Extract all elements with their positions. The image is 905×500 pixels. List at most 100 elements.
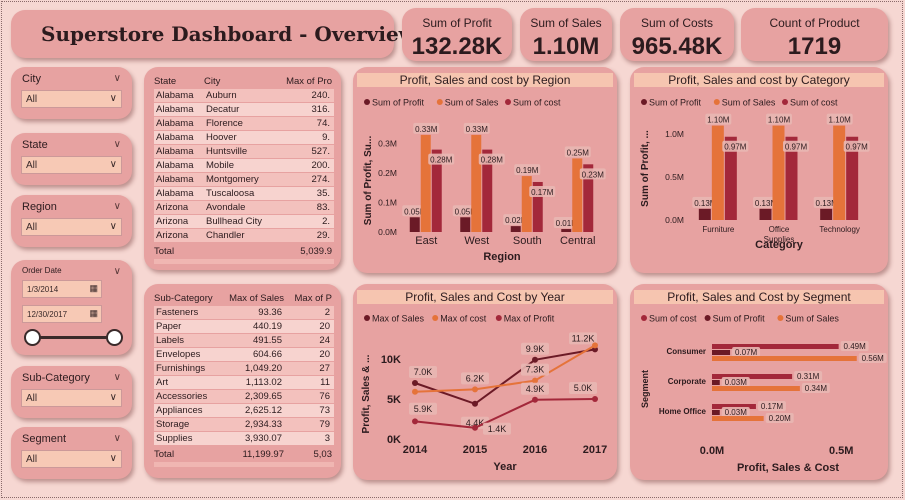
state-dropdown[interactable]: All ∨ <box>21 156 122 174</box>
legend-label: Sum of cost <box>513 98 561 108</box>
start-date-input[interactable]: 1/3/2014 ▦ <box>22 280 102 298</box>
region-dropdown[interactable]: All ∨ <box>21 218 122 236</box>
kpi-value: 132.28K <box>411 33 503 60</box>
table-cell: Alabama <box>156 90 194 101</box>
city-dropdown[interactable]: All ∨ <box>21 90 122 108</box>
data-label: 0.28M <box>430 156 453 165</box>
chevron-down-icon[interactable]: ∨ <box>113 372 121 383</box>
table-cell: 3,930.07 <box>245 433 282 444</box>
legend-marker <box>436 99 443 105</box>
table-cell: 604.66 <box>252 349 282 360</box>
legend-marker <box>641 99 647 105</box>
y-axis-title: Profit, Sales & ... <box>361 354 372 433</box>
chevron-down-icon[interactable]: ∨ <box>113 201 121 212</box>
table-cell: 440.19 <box>252 321 282 332</box>
table-cell: 93.36 <box>258 307 282 318</box>
chevron-down-icon[interactable]: ∨ <box>113 433 121 444</box>
region-slicer: Region ∨ All ∨ <box>11 195 132 247</box>
bar <box>846 136 859 220</box>
table-row <box>154 201 334 214</box>
year-chart-panel: Profit, Sales and Cost by Year Max of Sa… <box>353 284 617 480</box>
data-label: 0.17M <box>761 402 784 411</box>
table-cell: 35. <box>316 188 330 199</box>
subcategory-dropdown[interactable]: All ∨ <box>21 389 122 407</box>
data-label: 0.07M <box>735 348 758 357</box>
table-row <box>154 320 334 333</box>
slicer-label: Segment <box>22 433 67 445</box>
legend-label: Sum of Profit <box>713 314 766 324</box>
table-row <box>154 89 334 102</box>
data-label-bg <box>529 185 556 197</box>
bar <box>712 386 800 391</box>
bar <box>712 416 764 421</box>
end-date-input[interactable]: 12/30/2017 ▦ <box>22 305 102 323</box>
chevron-down-icon[interactable]: ∨ <box>113 266 121 277</box>
data-label-bg <box>569 332 597 345</box>
segment-dropdown[interactable]: All ∨ <box>21 450 122 468</box>
order-date-slicer: Order Date ∨ 1/3/2014 ▦ 12/30/2017 ▦ <box>11 260 132 355</box>
dashboard-title: Superstore Dashboard - Overview <box>41 22 416 46</box>
table-row <box>154 159 334 172</box>
data-label-bg <box>478 153 505 165</box>
series-point <box>472 400 478 407</box>
y-tick-label: 0.3M <box>378 139 397 149</box>
data-label: 0.49M <box>844 342 867 351</box>
table-cell: Alabama <box>156 118 194 129</box>
calendar-icon[interactable]: ▦ <box>89 308 98 318</box>
data-label-bg <box>692 196 719 208</box>
table-cell: 20 <box>319 321 330 332</box>
data-label: 5.0K <box>574 383 593 393</box>
table-cell: 316. <box>311 104 331 115</box>
data-label: 1.10M <box>768 116 791 125</box>
bar <box>712 410 720 415</box>
y-tick-label: 0.1M <box>378 198 397 208</box>
date-range-start-handle[interactable] <box>24 329 41 346</box>
data-label-bg <box>794 371 823 381</box>
bar <box>712 344 839 349</box>
chevron-down-icon: ∨ <box>109 392 117 403</box>
data-label: 1.10M <box>707 116 730 125</box>
table-row <box>154 432 334 445</box>
table-cell: 2,625.12 <box>245 405 282 416</box>
chevron-down-icon[interactable]: ∨ <box>113 73 121 84</box>
kpi-value: 1719 <box>787 33 842 60</box>
horizontal-scrollbar[interactable] <box>154 462 334 467</box>
data-label: 0.97M <box>846 143 869 152</box>
chevron-down-icon[interactable]: ∨ <box>113 139 121 150</box>
data-label-bg <box>705 113 732 125</box>
table-row <box>154 362 334 375</box>
horizontal-scrollbar[interactable] <box>154 259 334 264</box>
data-label: 1.4K <box>488 424 507 434</box>
table-cell: 1,049.20 <box>245 363 282 374</box>
table-cell: 29. <box>316 230 330 241</box>
bar <box>561 229 572 232</box>
data-label: 1.10M <box>829 116 852 125</box>
table-cell: 24 <box>319 335 330 346</box>
bar <box>712 350 731 355</box>
table-row <box>154 306 334 319</box>
table-cell: 79 <box>319 419 330 430</box>
start-date-value: 1/3/2014 <box>27 285 59 294</box>
bar <box>431 149 442 232</box>
bar <box>772 125 785 220</box>
calendar-icon[interactable]: ▦ <box>89 283 98 293</box>
y-tick-label: 1.0M <box>665 129 684 139</box>
table-cell: Tuscaloosa <box>206 188 255 199</box>
date-range-end-handle[interactable] <box>106 329 123 346</box>
segment-chart-panel: Profit, Sales and Cost by Segment Sum of… <box>630 284 888 480</box>
data-label-bg <box>461 416 489 429</box>
table-header-cell: Max of Pro <box>272 75 332 88</box>
data-label: 5.9K <box>414 404 433 414</box>
x-tick-label: 2016 <box>523 444 547 456</box>
data-label-bg <box>428 153 455 165</box>
table-cell: Arizona <box>156 216 189 227</box>
kpi-label: Count of Product <box>769 16 860 30</box>
table-cell: 74. <box>316 118 330 129</box>
data-label: 0.25M <box>567 148 590 157</box>
kpi-card-product-count: Count of Product 1719 <box>741 8 888 61</box>
data-label: 0.13M <box>816 199 839 208</box>
kpi-label: Sum of Costs <box>640 16 714 30</box>
series-point <box>532 356 538 363</box>
data-label: 0.17M <box>531 188 554 197</box>
